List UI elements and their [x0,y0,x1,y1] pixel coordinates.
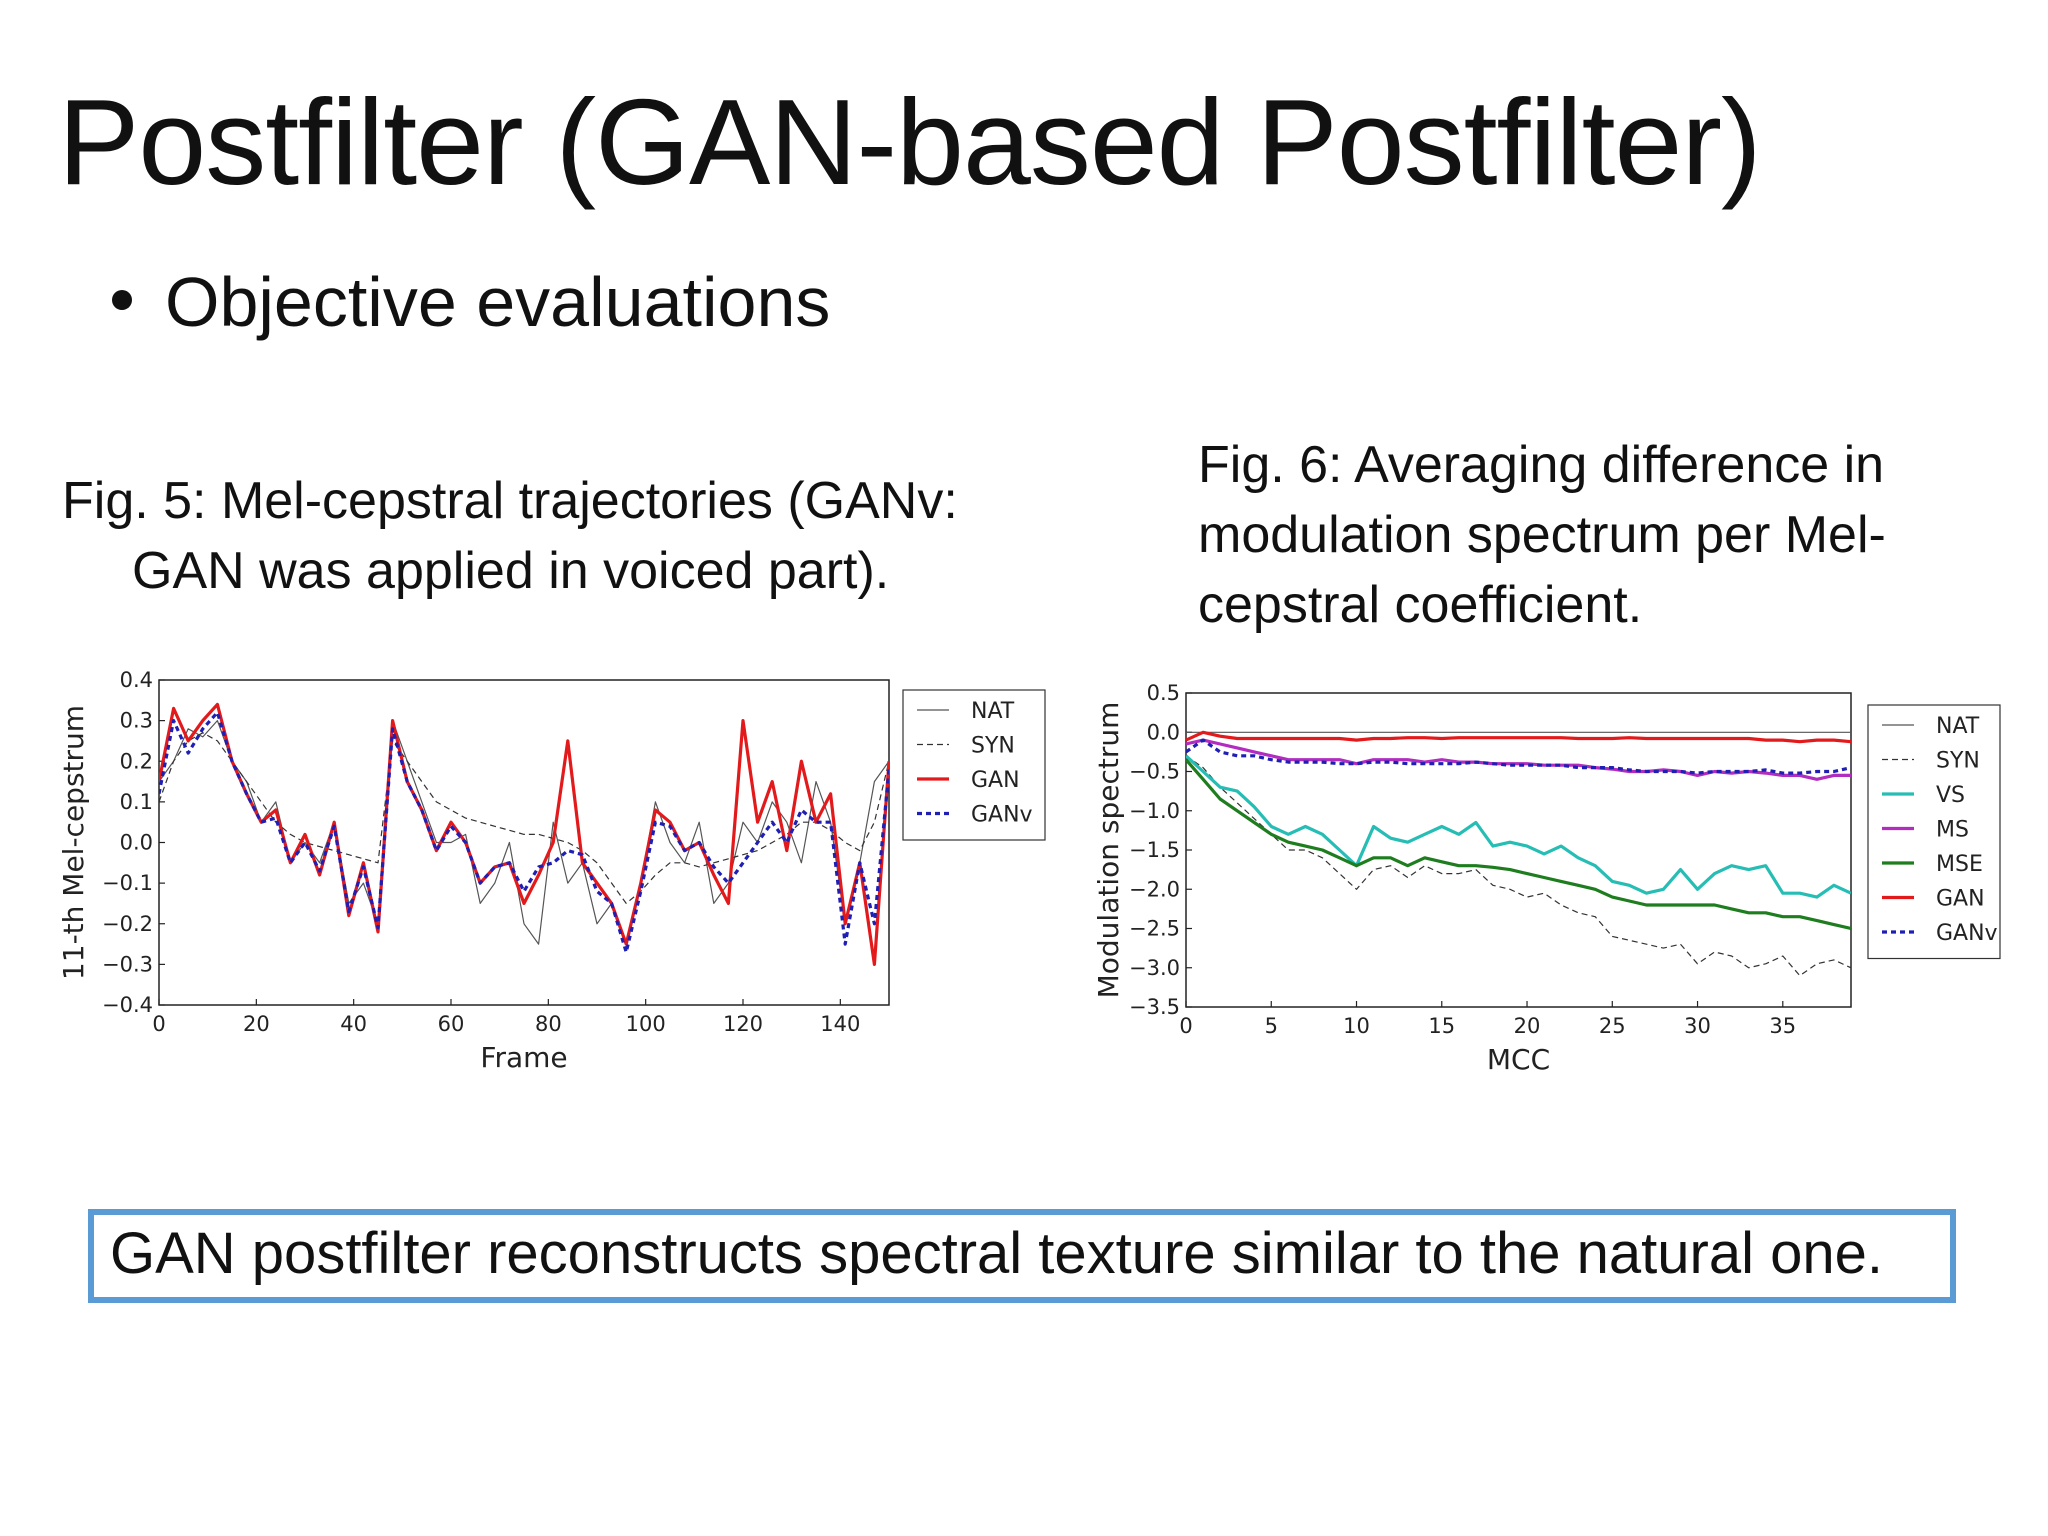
y-tick-label: 0.5 [1147,681,1180,705]
legend-label: GANv [1936,921,1998,946]
fig6-caption-line1: Fig. 6: Averaging difference in [1198,436,1885,494]
summary-text: GAN postfilter reconstructs spectral tex… [110,1221,1883,1286]
x-tick-label: 5 [1265,1014,1278,1038]
fig6-caption-line3: cepstral coefficient. [1198,576,1643,634]
legend-label: MSE [1936,852,1983,877]
y-tick-label: −2.5 [1129,917,1180,941]
series-line-ganv [159,710,889,954]
y-axis-label: 11-th Mel-cepstrum [57,705,90,980]
x-tick-label: 120 [723,1012,763,1036]
y-tick-label: −1.5 [1129,838,1180,862]
x-tick-label: 80 [535,1012,562,1036]
plot-area [158,679,890,1006]
y-tick-label: −3.0 [1129,956,1180,980]
x-tick-label: 20 [1514,1014,1541,1038]
legend-label: SYN [1936,749,1980,774]
series-group [159,702,889,966]
series-line-syn [1186,755,1851,977]
x-tick-label: 0 [152,1012,165,1036]
y-tick-label: 0.3 [120,709,153,733]
x-tick-label: 30 [1684,1014,1711,1038]
slide-title: Postfilter (GAN-based Postfilter) [58,74,1762,210]
x-tick-label: 100 [626,1012,666,1036]
bullet-dot-icon [112,290,132,310]
y-axis-label: Modulation spectrum [1092,702,1125,999]
bullet-text: Objective evaluations [165,263,831,341]
series-line-ganv [1186,738,1851,775]
x-tick-label: 35 [1769,1014,1796,1038]
series-line-vs [1186,754,1851,899]
legend-label: MS [1936,818,1969,843]
y-tick-label: −0.4 [102,993,153,1017]
fig6-chart: 0.5 0.0 −0.5 −1.0 −1.5 −2.0 −2.5 −3.0 −3.50 5 10 15… [1092,681,2001,1076]
legend-label: NAT [1936,714,1980,739]
legend-label: GANv [971,803,1033,828]
series-line-mse [1186,758,1851,931]
fig6-caption: Fig. 6: Averaging difference in modulati… [1198,430,1886,640]
legend-label: SYN [971,734,1015,759]
series-line-gan [159,702,889,966]
fig5-chart: 0.4 0.3 0.2 0.1 0.0 −0.1 −0.2 −0.3 −0.40 20 40 60 80… [57,668,1046,1074]
x-tick-label: 40 [340,1012,367,1036]
series-line-gan [1186,730,1851,744]
y-tick-label: −0.1 [102,871,153,895]
fig5-caption-line2: GAN was applied in voiced part). [132,542,890,600]
fig5-caption-line1: Fig. 5: Mel-cepstral trajectories (GANv: [62,472,958,530]
y-tick-label: −0.5 [1129,760,1180,784]
x-tick-label: 60 [438,1012,465,1036]
x-tick-label: 140 [820,1012,860,1036]
legend-label: GAN [971,768,1020,793]
x-tick-label: 0 [1179,1014,1192,1038]
x-tick-label: 20 [243,1012,270,1036]
x-tick-label: 15 [1428,1014,1455,1038]
legend-box [1867,704,2001,960]
x-axis-label: Frame [480,1041,567,1074]
y-tick-label: 0.1 [120,790,153,814]
summary-box [88,1209,1956,1303]
y-tick-label: −3.5 [1129,995,1180,1019]
y-tick-label: −1.0 [1129,799,1180,823]
y-tick-label: 0.0 [1147,720,1180,744]
fig6-caption-line2: modulation spectrum per Mel- [1198,506,1886,564]
legend-label: VS [1936,783,1965,808]
y-tick-label: −0.2 [102,912,153,936]
x-tick-label: 10 [1343,1014,1370,1038]
series-line-ms [1186,738,1851,781]
y-tick-label: 0.2 [120,749,153,773]
plot-area [1185,692,1852,1008]
y-tick-label: −2.0 [1129,877,1180,901]
x-tick-label: 25 [1599,1014,1626,1038]
legend-label: NAT [971,699,1015,724]
y-tick-label: 0.0 [120,831,153,855]
legend-label: GAN [1936,887,1985,912]
y-tick-label: 0.4 [120,668,153,692]
series-group [1186,730,1851,977]
x-axis-label: MCC [1487,1043,1550,1076]
series-line-syn [159,732,889,904]
y-tick-label: −0.3 [102,952,153,976]
